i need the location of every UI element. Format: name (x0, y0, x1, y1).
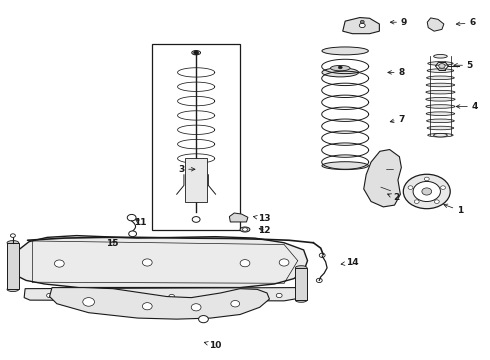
Polygon shape (229, 213, 248, 222)
Text: 15: 15 (106, 239, 119, 248)
Circle shape (83, 298, 95, 306)
Ellipse shape (322, 68, 359, 77)
Ellipse shape (295, 266, 307, 270)
Ellipse shape (7, 287, 19, 292)
Circle shape (190, 170, 202, 179)
Text: 11: 11 (134, 218, 146, 227)
Bar (185, 158, 207, 202)
Circle shape (424, 177, 429, 181)
Circle shape (403, 174, 450, 209)
Ellipse shape (428, 62, 453, 65)
Ellipse shape (434, 54, 447, 58)
Text: 6: 6 (456, 18, 475, 27)
Circle shape (240, 260, 250, 267)
Circle shape (360, 21, 364, 23)
Ellipse shape (240, 227, 250, 232)
Ellipse shape (426, 83, 455, 87)
Circle shape (10, 234, 15, 237)
Bar (152, 44, 240, 230)
Circle shape (413, 181, 441, 202)
Circle shape (169, 294, 174, 299)
Ellipse shape (426, 105, 455, 108)
Polygon shape (15, 235, 308, 288)
Ellipse shape (331, 66, 350, 71)
Circle shape (319, 253, 325, 257)
Circle shape (317, 278, 322, 283)
Circle shape (414, 200, 419, 203)
Circle shape (47, 293, 52, 298)
Circle shape (338, 66, 342, 69)
Ellipse shape (428, 134, 453, 137)
Ellipse shape (322, 162, 368, 170)
Bar (7, 243, 19, 289)
Text: 8: 8 (388, 68, 404, 77)
Circle shape (441, 186, 445, 189)
Circle shape (143, 259, 152, 266)
Polygon shape (24, 288, 299, 301)
Circle shape (434, 200, 439, 203)
Text: 9: 9 (391, 18, 407, 27)
Circle shape (243, 228, 247, 231)
Text: 2: 2 (388, 193, 399, 202)
Ellipse shape (7, 240, 19, 245)
Text: 12: 12 (258, 226, 271, 235)
Circle shape (143, 303, 152, 310)
Text: 5: 5 (454, 61, 473, 70)
Circle shape (194, 51, 198, 54)
Ellipse shape (434, 134, 447, 137)
Text: 10: 10 (204, 341, 222, 350)
Text: 1: 1 (444, 204, 463, 215)
Circle shape (191, 304, 201, 311)
Polygon shape (343, 18, 379, 34)
Polygon shape (49, 288, 270, 319)
Bar (295, 268, 307, 300)
Polygon shape (364, 149, 401, 207)
Circle shape (54, 260, 64, 267)
Text: 3: 3 (178, 165, 195, 174)
Ellipse shape (427, 119, 454, 123)
Circle shape (198, 316, 208, 323)
Ellipse shape (426, 90, 455, 94)
Circle shape (192, 217, 200, 222)
Ellipse shape (427, 126, 454, 130)
Circle shape (276, 293, 282, 298)
Circle shape (439, 64, 445, 68)
Ellipse shape (426, 98, 455, 101)
Text: 13: 13 (253, 214, 271, 223)
Ellipse shape (426, 112, 455, 116)
Ellipse shape (427, 69, 454, 72)
Text: 14: 14 (341, 258, 359, 267)
Circle shape (127, 215, 136, 221)
Circle shape (279, 259, 289, 266)
Ellipse shape (295, 298, 307, 302)
Ellipse shape (427, 76, 454, 80)
Ellipse shape (192, 50, 200, 55)
Circle shape (231, 301, 240, 307)
Circle shape (129, 231, 137, 237)
Text: 7: 7 (390, 114, 405, 123)
Circle shape (408, 186, 413, 189)
Circle shape (359, 23, 365, 28)
Polygon shape (427, 18, 444, 31)
Text: 4: 4 (456, 102, 478, 111)
Ellipse shape (322, 47, 368, 55)
Circle shape (422, 188, 432, 195)
